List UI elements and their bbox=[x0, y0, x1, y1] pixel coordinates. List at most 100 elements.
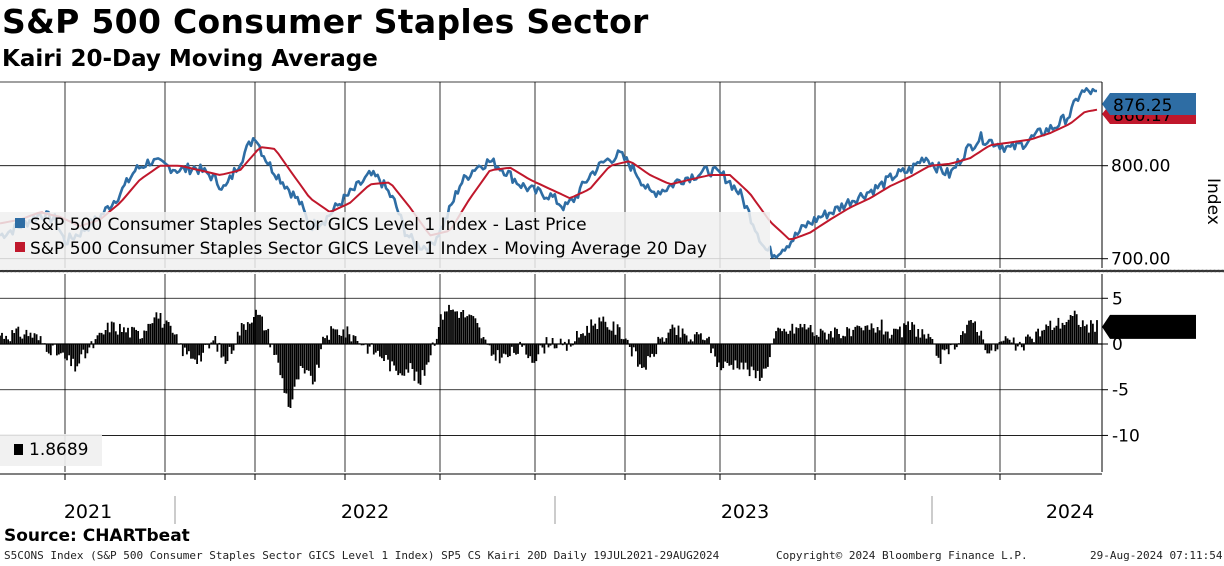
kairi-bar bbox=[909, 330, 911, 344]
ma-legend-entry: S&P 500 Consumer Staples Sector GICS Lev… bbox=[30, 239, 707, 259]
kairi-bar bbox=[464, 317, 467, 344]
kairi-panel-bars bbox=[0, 304, 1098, 408]
kairi-bar bbox=[793, 333, 796, 344]
kairi-bar bbox=[257, 314, 259, 344]
kairi-bar bbox=[673, 327, 676, 344]
kairi-bar bbox=[992, 343, 995, 345]
kairi-bar bbox=[1073, 310, 1076, 344]
kairi-bar bbox=[492, 344, 495, 355]
kairi-bar bbox=[139, 338, 142, 344]
kairi-bar bbox=[496, 344, 499, 351]
kairi-bar bbox=[121, 332, 123, 344]
kairi-bar bbox=[330, 326, 332, 344]
kairi-bar bbox=[112, 322, 115, 344]
kairi-bar bbox=[769, 344, 771, 358]
kairi-bar bbox=[655, 344, 658, 355]
kairi-bar bbox=[1067, 319, 1070, 344]
kairi-bar bbox=[864, 325, 867, 344]
kairi-bar bbox=[960, 335, 962, 344]
kairi-last-value-tag-box bbox=[1102, 314, 1196, 339]
kairi-bar bbox=[911, 322, 913, 344]
kairi-bar bbox=[123, 327, 125, 344]
kairi-bar bbox=[716, 344, 718, 367]
kairi-bar bbox=[35, 334, 38, 344]
kairi-bar bbox=[218, 342, 221, 344]
kairi-bar bbox=[760, 344, 763, 378]
kairi-bar bbox=[830, 331, 832, 344]
kairi-bar bbox=[795, 327, 798, 344]
kairi-bar bbox=[982, 339, 985, 344]
kairi-bar bbox=[448, 304, 450, 344]
kairi-bar bbox=[279, 344, 282, 376]
kairi-bar bbox=[899, 326, 901, 344]
kairi-bar bbox=[720, 344, 723, 371]
kairi-bar bbox=[1002, 340, 1005, 344]
kairi-bar bbox=[1016, 344, 1019, 347]
kairi-bar bbox=[301, 344, 304, 368]
kairi-bar bbox=[391, 344, 393, 362]
kairi-bar bbox=[1063, 325, 1066, 344]
kairi-bar bbox=[801, 327, 804, 344]
kairi-bar bbox=[846, 327, 848, 344]
kairi-bar bbox=[200, 344, 202, 362]
kairi-bar bbox=[295, 344, 298, 380]
kairi-bar bbox=[411, 344, 414, 369]
kairi-bar bbox=[490, 344, 493, 356]
kairi-bar bbox=[551, 338, 554, 344]
kairi-bar bbox=[102, 334, 105, 344]
kairi-bar bbox=[797, 328, 800, 344]
kairi-bar bbox=[1012, 337, 1015, 344]
kairi-bar bbox=[96, 335, 99, 344]
kairi-bar bbox=[157, 318, 160, 344]
kairi-bar bbox=[1029, 336, 1031, 344]
kairi-bar bbox=[996, 344, 999, 350]
kairi-bar bbox=[498, 344, 501, 364]
kairi-bar bbox=[580, 334, 582, 344]
kairi-bar bbox=[1037, 328, 1039, 344]
kairi-bar bbox=[695, 332, 698, 344]
kairi-bar bbox=[119, 323, 121, 344]
kairi-bar bbox=[387, 344, 389, 360]
kairi-bar bbox=[976, 332, 978, 344]
kairi-bar bbox=[1088, 332, 1090, 344]
kairi-bar bbox=[494, 344, 497, 361]
kairi-legend: 1.8689 bbox=[0, 434, 102, 466]
kairi-bar bbox=[358, 343, 361, 344]
kairi-bar bbox=[606, 327, 609, 344]
kairi-bar bbox=[322, 336, 324, 344]
kairi-bar bbox=[785, 331, 788, 344]
kairi-bar bbox=[230, 344, 233, 354]
kairi-bar bbox=[726, 344, 729, 363]
kairi-bar bbox=[799, 323, 802, 344]
kairi-bar bbox=[586, 325, 588, 344]
kairi-bar bbox=[431, 342, 434, 344]
kairi-bar bbox=[775, 331, 777, 344]
kairi-bar bbox=[758, 344, 761, 381]
kairi-bar bbox=[439, 314, 442, 344]
kairi-bar bbox=[354, 336, 357, 344]
kairi-bar bbox=[110, 321, 113, 344]
x-year-label: 2024 bbox=[1046, 501, 1094, 523]
kairi-bar bbox=[370, 343, 373, 344]
kairi-bar bbox=[582, 333, 584, 344]
kairi-bar bbox=[502, 344, 505, 354]
kairi-bar bbox=[1059, 328, 1062, 344]
kairi-bar bbox=[1047, 326, 1050, 344]
kairi-bar bbox=[1008, 339, 1011, 344]
kairi-bar bbox=[74, 344, 77, 372]
kairi-bar bbox=[409, 344, 412, 364]
kairi-bar bbox=[1090, 320, 1092, 344]
kairi-bar bbox=[994, 344, 997, 352]
kairi-bar bbox=[419, 344, 422, 385]
kairi-bar bbox=[661, 337, 664, 344]
chart-subtitle: Kairi 20-Day Moving Average bbox=[2, 46, 378, 72]
kairi-bar bbox=[340, 335, 343, 344]
kairi-bar bbox=[691, 341, 694, 344]
kairi-bar bbox=[929, 337, 932, 344]
kairi-bar bbox=[905, 324, 907, 344]
kairi-bar bbox=[244, 329, 247, 344]
price-panel-series bbox=[0, 87, 1098, 259]
kairi-bar bbox=[43, 343, 46, 344]
kairi-bar bbox=[1094, 331, 1096, 344]
